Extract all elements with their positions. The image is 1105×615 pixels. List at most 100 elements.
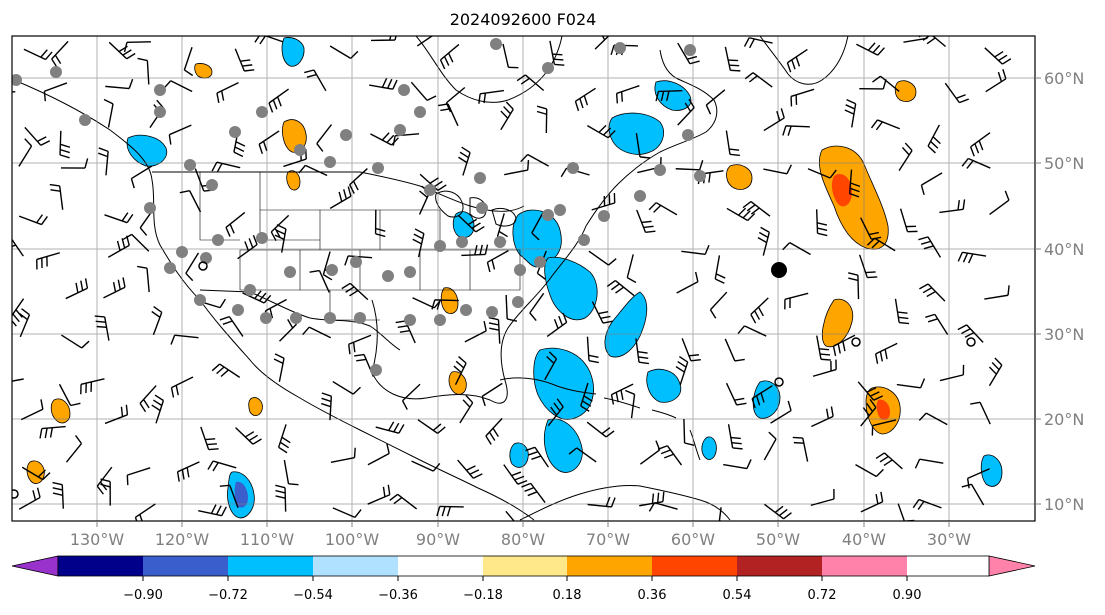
wind-barb-shaft <box>277 424 287 448</box>
wind-barb-flag <box>782 242 791 251</box>
wind-barb <box>743 37 773 49</box>
shade-region <box>248 397 263 416</box>
wind-barb <box>591 192 616 211</box>
wind-barb-shaft <box>170 80 193 93</box>
wind-barb-shaft <box>614 279 635 297</box>
wind-barb-flag <box>536 272 546 280</box>
station-markers <box>12 38 706 376</box>
wind-barb <box>848 272 860 300</box>
wind-barb-shaft <box>897 503 906 521</box>
wind-barb-shaft <box>857 275 860 300</box>
wind-barb-shaft <box>229 485 239 509</box>
wind-barb-flag <box>536 110 547 115</box>
wind-barb <box>810 489 835 507</box>
wind-barb-shaft <box>896 383 921 389</box>
wind-barb <box>807 168 837 179</box>
wind-barb-shaft <box>903 37 928 43</box>
wind-barb <box>237 235 258 260</box>
wind-barb-flag <box>869 391 880 397</box>
wind-barb-flag <box>610 394 615 405</box>
station-marker <box>290 312 302 324</box>
figure-title: 2024092600 F024 <box>450 10 597 29</box>
wind-barb-shaft <box>146 268 150 293</box>
wind-barb-flag <box>234 146 245 152</box>
wind-barb-flag <box>747 212 756 221</box>
wind-barb <box>505 294 518 322</box>
wind-barb <box>811 406 834 428</box>
shade-region <box>894 80 917 102</box>
wind-barb-flag <box>393 497 403 505</box>
wind-barb-flag <box>637 351 648 354</box>
wind-barb-shaft <box>894 298 900 323</box>
wind-barb-flag <box>556 398 564 408</box>
wind-barb-shaft <box>305 164 328 177</box>
wind-barb-flag <box>1002 69 1007 80</box>
wind-barb-flag <box>877 47 885 56</box>
station-marker <box>324 156 336 168</box>
wind-barb-shaft <box>65 287 88 300</box>
wind-barb-flag <box>837 343 841 354</box>
wind-barb <box>439 43 460 70</box>
wind-barb-shaft <box>984 294 1009 300</box>
station-marker <box>294 144 306 156</box>
wind-barb-shaft <box>105 151 109 176</box>
wind-barb-flag <box>819 348 830 351</box>
wind-barb-flag <box>233 151 244 158</box>
wind-barb-shaft <box>131 233 150 252</box>
wind-barb-flag <box>391 137 399 146</box>
wind-barb-flag <box>867 276 878 279</box>
wind-barb-shaft <box>751 385 773 400</box>
wind-barb <box>65 435 83 463</box>
wind-barb-shaft <box>530 482 546 504</box>
station-marker <box>542 62 554 74</box>
wind-barb-flag <box>121 212 129 222</box>
wind-barb-shaft <box>131 165 153 180</box>
wind-barb-flag <box>645 230 656 234</box>
wind-barb-shaft <box>529 292 545 314</box>
wind-barb-flag <box>40 140 51 146</box>
wind-barb <box>486 250 509 273</box>
wind-barb-flag <box>964 331 975 338</box>
wind-barb <box>225 211 246 237</box>
wind-barb-flag <box>830 406 834 417</box>
wind-barb-flag <box>524 486 535 492</box>
colorbar-segment <box>228 556 313 576</box>
wind-barb-flag <box>849 192 860 198</box>
wind-barb-flag <box>750 314 757 324</box>
wind-barb-shaft <box>979 402 991 425</box>
wind-barb-flag <box>651 493 655 504</box>
wind-barb <box>123 41 151 53</box>
wind-barb-flag <box>50 189 61 192</box>
wind-barb <box>723 459 752 470</box>
wind-barb <box>914 458 944 469</box>
wind-barb-shaft <box>524 74 545 92</box>
wind-barb <box>151 305 163 336</box>
wind-barb-shaft <box>810 498 835 507</box>
colorbar-segment <box>143 556 228 576</box>
wind-barb <box>957 324 984 343</box>
wind-barb <box>536 105 548 133</box>
wind-barb-flag <box>96 325 107 329</box>
wind-barb <box>273 353 285 382</box>
wind-barb-shaft <box>169 124 192 136</box>
wind-barb <box>219 484 239 509</box>
wind-barb-flag <box>12 319 17 327</box>
wind-barb <box>275 484 287 512</box>
wind-barb-flag <box>242 64 253 67</box>
wind-barb-flag <box>436 299 441 310</box>
wind-barb-shaft <box>807 168 831 179</box>
wind-barb-flag <box>484 244 489 255</box>
wind-barb-shaft <box>139 385 157 404</box>
wind-barb-flag <box>503 106 512 115</box>
wind-barb-shaft <box>505 294 508 320</box>
wind-barb-flag <box>511 471 522 477</box>
wind-barb-flag <box>12 313 20 323</box>
wind-barb-flag <box>660 91 665 102</box>
wind-barb-flag <box>151 310 161 318</box>
wind-barb-shaft <box>970 483 985 506</box>
wind-barb-flag <box>643 225 654 229</box>
wind-barb-shaft <box>676 281 699 294</box>
wind-barb-flag <box>316 143 324 152</box>
wind-barb-flag <box>732 447 743 450</box>
wind-barb-flag <box>507 318 518 322</box>
